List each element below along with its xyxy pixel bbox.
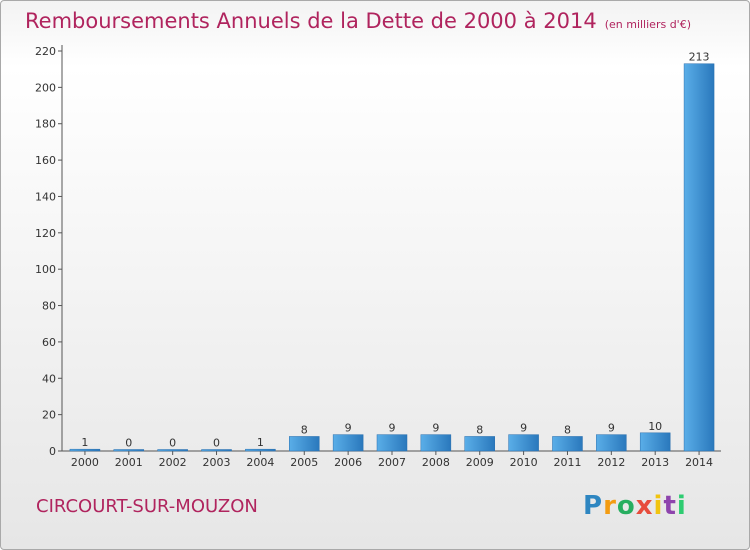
- y-tick-label: 40: [42, 372, 56, 385]
- bar-2001: [113, 449, 145, 452]
- data-label-2013: 10: [648, 420, 662, 433]
- y-tick-label: 60: [42, 336, 56, 349]
- y-tick-label: 140: [35, 190, 56, 203]
- y-tick-label: 120: [35, 227, 56, 240]
- bar-2007: [376, 434, 408, 452]
- x-tick-label: 2009: [466, 456, 494, 469]
- x-tick-label: 2004: [246, 456, 274, 469]
- bar-2012: [596, 434, 627, 452]
- data-label-2008: 9: [432, 422, 439, 435]
- logo-letter: r: [603, 491, 617, 521]
- chart-title: Remboursements Annuels de la Dette de 20…: [25, 9, 691, 33]
- proxiti-logo: Proxiti: [583, 491, 687, 521]
- x-tick-label: 2000: [71, 456, 99, 469]
- y-tick-label: 0: [49, 445, 56, 458]
- data-label-2014: 213: [689, 51, 710, 64]
- x-tick-label: 2007: [378, 456, 406, 469]
- logo-letter: i: [676, 491, 687, 521]
- data-label-2003: 0: [213, 437, 220, 450]
- data-label-2009: 8: [476, 423, 483, 436]
- logo-letter: o: [616, 491, 636, 521]
- data-label-2001: 0: [125, 437, 132, 450]
- x-tick-label: 2012: [597, 456, 625, 469]
- x-tick-label: 2005: [290, 456, 318, 469]
- bar-2010: [508, 434, 539, 452]
- y-tick-label: 80: [42, 300, 56, 313]
- bar-2009: [464, 436, 495, 452]
- logo-letter: x: [635, 491, 654, 521]
- bar-2006: [332, 434, 364, 452]
- data-label-2010: 9: [520, 422, 527, 435]
- bar-2008: [420, 434, 452, 452]
- data-label-2011: 8: [564, 423, 571, 436]
- x-tick-label: 2010: [510, 456, 538, 469]
- bars: [69, 63, 715, 452]
- y-tick-label: 200: [35, 81, 56, 94]
- bar-2011: [552, 436, 583, 452]
- data-label-2006: 9: [345, 422, 352, 435]
- bar-2002: [157, 449, 188, 452]
- y-tick-label: 100: [35, 263, 56, 276]
- x-tick-label: 2001: [115, 456, 143, 469]
- bar-2003: [201, 449, 232, 452]
- data-label-2007: 9: [389, 422, 396, 435]
- chart-subtitle: (en milliers d'€): [604, 18, 691, 31]
- y-tick-label: 220: [35, 45, 56, 58]
- logo-letter: P: [583, 491, 604, 521]
- commune-name: CIRCOURT-SUR-MOUZON: [36, 496, 258, 517]
- data-label-2002: 0: [169, 437, 176, 450]
- chart-title-text: Remboursements Annuels de la Dette de 20…: [25, 9, 597, 33]
- y-tick-label: 160: [35, 154, 56, 167]
- y-tick-label: 180: [35, 118, 56, 131]
- data-label-2012: 9: [608, 422, 615, 435]
- bar-2005: [289, 436, 320, 452]
- x-tick-label: 2011: [553, 456, 581, 469]
- data-label-2004: 1: [257, 436, 264, 449]
- bar-2004: [245, 448, 276, 452]
- data-label-2000: 1: [81, 436, 88, 449]
- bar-2000: [69, 448, 101, 452]
- x-tick-label: 2002: [159, 456, 187, 469]
- logo-letter: t: [663, 491, 677, 521]
- bar-2013: [639, 432, 671, 452]
- bar-2014: [683, 63, 715, 452]
- x-tick-label: 2008: [422, 456, 450, 469]
- x-tick-label: 2013: [641, 456, 669, 469]
- y-tick-label: 20: [42, 409, 56, 422]
- data-label-2005: 8: [301, 423, 308, 436]
- x-tick-label: 2003: [203, 456, 231, 469]
- logo-letter: i: [653, 491, 664, 521]
- x-tick-label: 2014: [685, 456, 713, 469]
- x-tick-label: 2006: [334, 456, 362, 469]
